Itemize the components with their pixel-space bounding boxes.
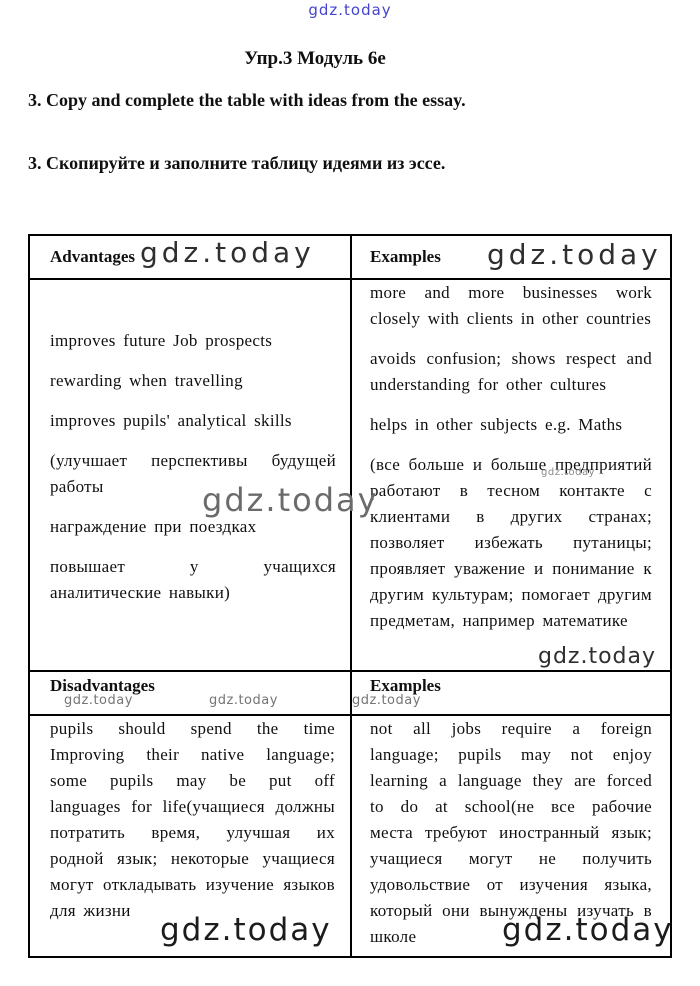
watermark-gdz-top: gdz.today — [308, 1, 392, 19]
advantage-item: improves future Job prospects — [50, 331, 273, 350]
example-item: helps in other subjects e.g. Maths — [370, 415, 623, 434]
watermark-gdz-small-2: gdz.today — [209, 693, 278, 708]
ideas-table: Advantages Examples improves future Job … — [28, 234, 672, 958]
advantage-item: повышает у учащихся аналитические навыки… — [50, 557, 336, 602]
example-item: avoids confusion; shows respect and unde… — [370, 349, 652, 394]
example-item: (все больше и больше предприятий работаю… — [370, 455, 652, 630]
disadvantage-item: pupils should spend the time Improving t… — [50, 719, 335, 920]
watermark-gdz-small-3: gdz.today — [352, 693, 421, 708]
watermark-gdz-bottom-left: gdz.today — [160, 912, 332, 948]
advantages-header-cell: Advantages — [30, 236, 350, 278]
watermark-gdz-examples-header: gdz.today — [487, 238, 662, 271]
disadvantages-header-label: Disadvantages — [50, 676, 155, 695]
disadvantages-content-cell: pupils should spend the time Improving t… — [30, 714, 350, 956]
watermark-gdz-examples-bottom: gdz.today — [538, 644, 657, 669]
examples-header-label-bottom: Examples — [370, 676, 441, 695]
advantages-content-cell: improves future Job prospects rewarding … — [30, 278, 350, 670]
watermark-gdz-advantages-header: gdz.today — [140, 236, 315, 269]
examples-content-cell-top: more and more businesses work closely wi… — [350, 278, 670, 670]
example-item: more and more businesses work closely wi… — [370, 283, 652, 328]
advantages-header-label: Advantages — [50, 247, 136, 266]
examples-header-cell-bottom: Examples — [350, 670, 670, 714]
disadvantages-header-cell: Disadvantages — [30, 670, 350, 714]
advantage-item: (улучшает перспективы будущей работы — [50, 451, 336, 496]
advantage-item: improves pupils' analytical skills — [50, 411, 292, 430]
watermark-gdz-bottom-right: gdz.today — [502, 912, 674, 948]
advantage-item: rewarding when travelling — [50, 371, 243, 390]
instruction-russian: 3. Скопируйте и заполните таблицу идеями… — [28, 153, 446, 173]
examples-header-label-top: Examples — [370, 247, 441, 266]
watermark-gdz-small-1: gdz.today — [64, 693, 133, 708]
instruction-english: 3. Copy and complete the table with idea… — [28, 90, 466, 110]
watermark-gdz-tiny: gdz.today — [541, 467, 596, 478]
page-title: Упр.3 Модуль 6е — [244, 48, 386, 69]
advantage-item: награждение при поездках — [50, 517, 257, 536]
examples-content-cell-bottom: not all jobs require a foreign language;… — [350, 714, 670, 956]
examples-header-cell-top: Examples — [350, 236, 670, 278]
example-item: not all jobs require a foreign language;… — [370, 719, 652, 946]
watermark-gdz-middle: gdz.today — [202, 481, 379, 519]
